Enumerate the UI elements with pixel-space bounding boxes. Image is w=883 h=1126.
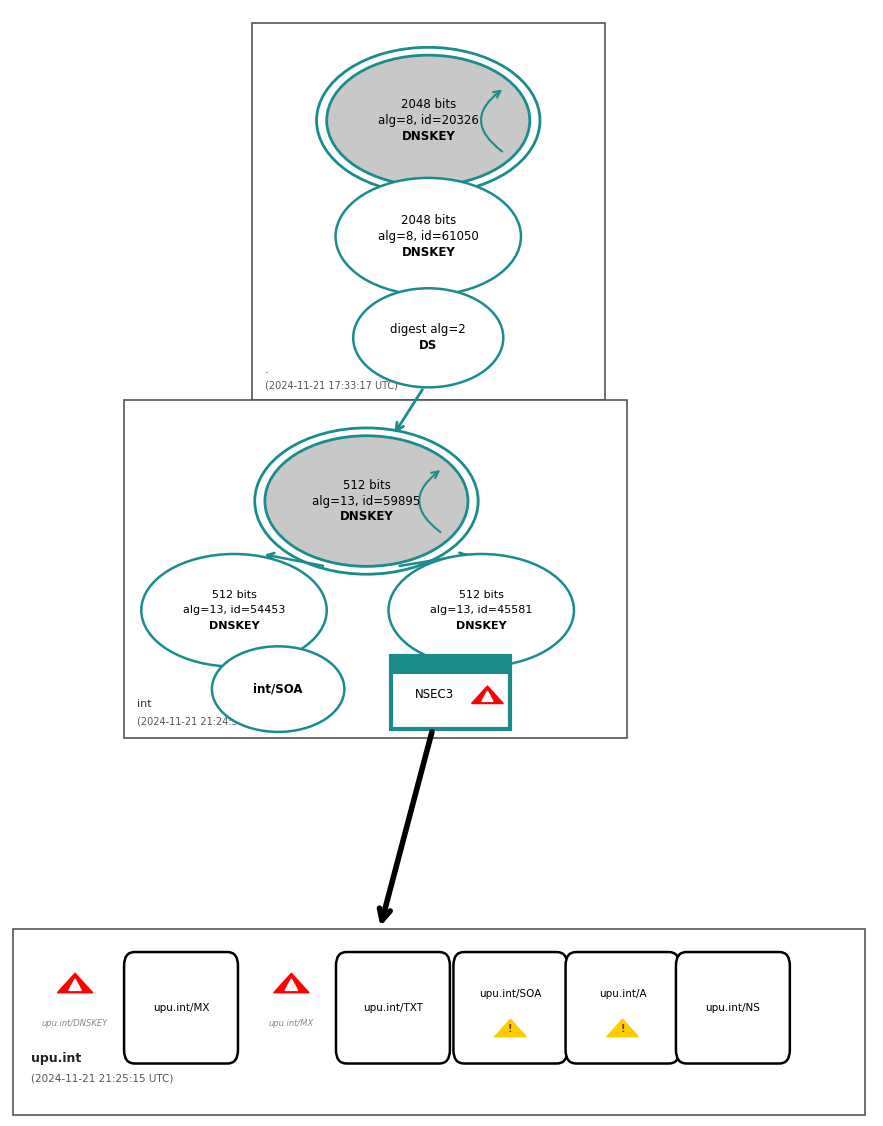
Text: 2048 bits: 2048 bits xyxy=(401,214,456,227)
Ellipse shape xyxy=(212,646,344,732)
Text: 512 bits: 512 bits xyxy=(459,590,503,599)
FancyBboxPatch shape xyxy=(336,951,450,1063)
Text: upu.int/TXT: upu.int/TXT xyxy=(363,1003,423,1012)
FancyBboxPatch shape xyxy=(124,400,627,738)
Ellipse shape xyxy=(327,55,530,186)
FancyBboxPatch shape xyxy=(565,951,680,1063)
Text: !: ! xyxy=(508,1024,513,1034)
Text: DNSKEY: DNSKEY xyxy=(456,622,507,631)
FancyBboxPatch shape xyxy=(13,929,865,1115)
Text: upu.int/MX: upu.int/MX xyxy=(153,1003,209,1012)
FancyBboxPatch shape xyxy=(124,951,238,1063)
Text: (2024-11-21 21:24:38 UTC): (2024-11-21 21:24:38 UTC) xyxy=(137,716,269,726)
Text: 512 bits: 512 bits xyxy=(343,479,390,492)
Ellipse shape xyxy=(389,554,574,667)
Text: int/SOA: int/SOA xyxy=(253,682,303,696)
Ellipse shape xyxy=(336,178,521,295)
Text: digest alg=2: digest alg=2 xyxy=(390,323,466,337)
Text: int: int xyxy=(137,699,152,709)
Text: alg=8, id=61050: alg=8, id=61050 xyxy=(378,230,479,243)
Text: DS: DS xyxy=(419,339,437,352)
Ellipse shape xyxy=(353,288,503,387)
Text: (2024-11-21 17:33:17 UTC): (2024-11-21 17:33:17 UTC) xyxy=(265,381,397,391)
FancyBboxPatch shape xyxy=(454,951,568,1063)
Text: upu.int/MX: upu.int/MX xyxy=(268,1019,314,1028)
FancyBboxPatch shape xyxy=(391,655,510,730)
FancyBboxPatch shape xyxy=(252,23,605,400)
FancyBboxPatch shape xyxy=(676,951,789,1063)
Text: upu.int: upu.int xyxy=(31,1052,81,1065)
Ellipse shape xyxy=(141,554,327,667)
Text: upu.int/NS: upu.int/NS xyxy=(706,1003,760,1012)
Text: upu.int/A: upu.int/A xyxy=(599,990,646,999)
Polygon shape xyxy=(274,973,309,993)
Polygon shape xyxy=(482,691,493,701)
Polygon shape xyxy=(285,980,298,991)
Polygon shape xyxy=(607,1019,638,1037)
FancyBboxPatch shape xyxy=(391,655,510,674)
Polygon shape xyxy=(494,1019,526,1037)
Polygon shape xyxy=(69,980,81,991)
Text: DNSKEY: DNSKEY xyxy=(402,129,455,143)
Text: 512 bits: 512 bits xyxy=(212,590,256,599)
Text: (2024-11-21 21:25:15 UTC): (2024-11-21 21:25:15 UTC) xyxy=(31,1073,173,1083)
Text: DNSKEY: DNSKEY xyxy=(402,245,455,259)
Text: DNSKEY: DNSKEY xyxy=(340,510,393,524)
Polygon shape xyxy=(57,973,93,993)
Text: !: ! xyxy=(620,1024,625,1034)
Text: NSEC3: NSEC3 xyxy=(415,688,454,701)
Text: alg=13, id=54453: alg=13, id=54453 xyxy=(183,606,285,615)
Text: .: . xyxy=(265,365,268,375)
Text: alg=13, id=45581: alg=13, id=45581 xyxy=(430,606,532,615)
Text: upu.int/SOA: upu.int/SOA xyxy=(479,990,541,999)
Text: 2048 bits: 2048 bits xyxy=(401,98,456,111)
Text: alg=13, id=59895: alg=13, id=59895 xyxy=(313,494,420,508)
Text: upu.int/DNSKEY: upu.int/DNSKEY xyxy=(42,1019,109,1028)
Ellipse shape xyxy=(265,436,468,566)
Text: DNSKEY: DNSKEY xyxy=(208,622,260,631)
Text: alg=8, id=20326: alg=8, id=20326 xyxy=(378,114,479,127)
Polygon shape xyxy=(472,686,503,704)
